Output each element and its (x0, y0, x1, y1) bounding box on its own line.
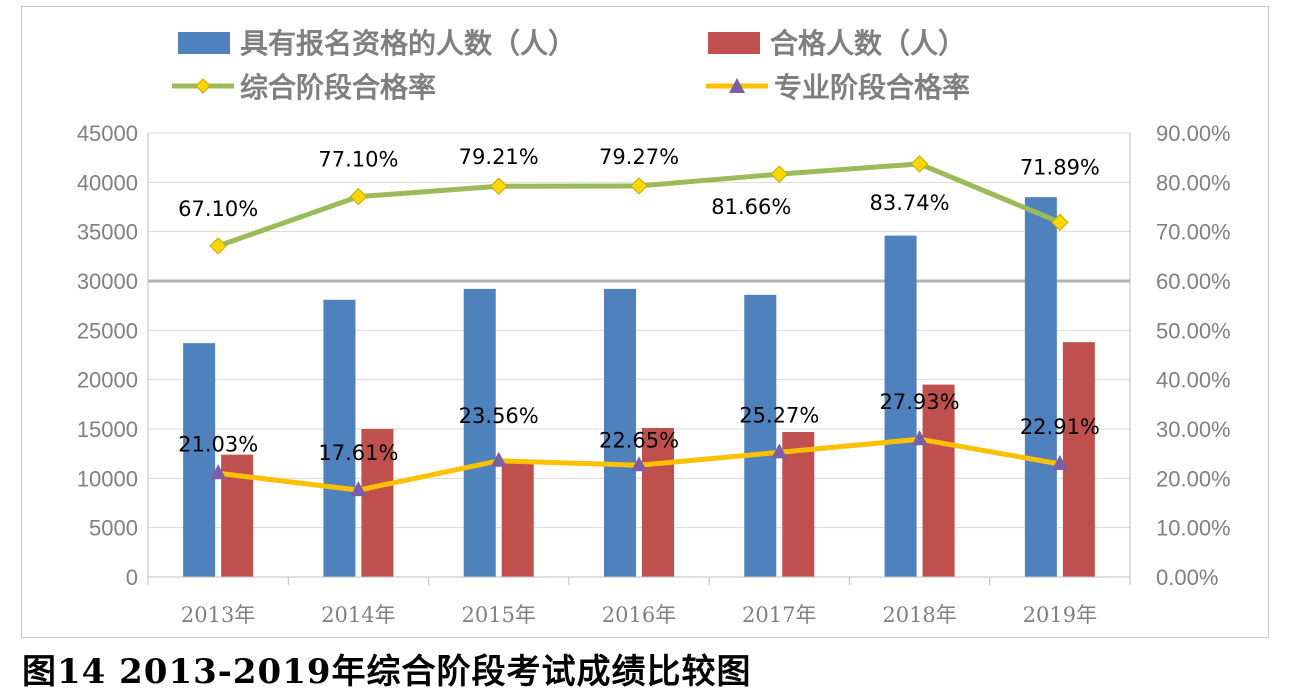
triangle-marker (210, 464, 227, 480)
triangle-marker (771, 443, 788, 459)
y-right-tick-label: 10.00% (1156, 516, 1231, 541)
y-right-tick-label: 0.00% (1156, 565, 1218, 590)
x-tick-label: 2019年 (1023, 603, 1097, 627)
legend-swatch-eligible (178, 32, 230, 54)
bar (884, 235, 917, 577)
data-label: 17.61% (318, 441, 398, 465)
y-left-tick-label: 45000 (77, 121, 138, 146)
bar (642, 428, 674, 577)
bar (922, 384, 955, 577)
data-label: 79.27% (599, 145, 679, 169)
y-left-tick-label: 0 (126, 565, 138, 590)
y-right-tick-label: 20.00% (1156, 466, 1231, 491)
legend-label-passed: 合格人数（人） (770, 27, 966, 60)
x-tick-label: 2016年 (602, 603, 676, 627)
data-label: 83.74% (870, 191, 950, 215)
y-left-tick-label: 15000 (77, 417, 138, 442)
x-tick-label: 2018年 (882, 603, 956, 627)
diamond-marker (910, 155, 929, 173)
diamond-marker (349, 187, 368, 206)
axes (147, 133, 1131, 585)
data-label: 21.03% (178, 432, 258, 456)
triangle-marker (911, 430, 928, 446)
legend-label-professional: 专业阶段合格率 (774, 71, 970, 104)
data-label: 25.27% (739, 403, 819, 427)
y-left-tick-label: 25000 (77, 318, 138, 343)
data-label: 67.10% (178, 197, 258, 221)
y-right-tick-label: 60.00% (1156, 269, 1231, 294)
legend-label-eligible: 具有报名资格的人数（人） (240, 27, 576, 60)
triangle-marker (350, 481, 367, 497)
diamond-marker (770, 165, 788, 183)
y-left-tick-label: 10000 (77, 466, 138, 491)
bar (361, 429, 394, 577)
y-right-tick-label: 40.00% (1156, 368, 1231, 393)
y-left-tick-label: 30000 (77, 269, 138, 294)
bar (463, 288, 496, 577)
y-right-tick-label: 80.00% (1156, 170, 1231, 195)
bar (782, 431, 815, 577)
bar (744, 294, 777, 577)
data-label: 79.21% (459, 145, 539, 169)
diamond-marker (1051, 213, 1069, 232)
bar (323, 299, 356, 577)
data-label: 77.10% (318, 148, 398, 172)
chart-svg: 具有报名资格的人数（人） 合格人数（人） 综合阶段合格率 专业阶段合格率 0 50… (77, 27, 1231, 627)
x-tick-label: 2017年 (742, 603, 816, 627)
data-label: 22.91% (1020, 415, 1100, 439)
legend-marker-comprehensive (195, 78, 211, 94)
y-right-tick-label: 90.00% (1156, 121, 1231, 146)
data-label: 81.66% (711, 195, 791, 219)
legend: 具有报名资格的人数（人） 合格人数（人） 综合阶段合格率 专业阶段合格率 (172, 27, 970, 104)
y-left-tick-label: 40000 (77, 170, 138, 195)
y-left-tick-label: 5000 (89, 516, 138, 541)
labels: 0 5000 10000 15000 20000 25000 30000 35000 40000… (77, 121, 1231, 627)
figure-caption: 图14 2013-2019年综合阶段考试成绩比较图 (22, 652, 752, 692)
y-right-tick-label: 70.00% (1156, 220, 1231, 245)
y-left-tick-label: 20000 (77, 368, 138, 393)
data-label: 27.93% (880, 390, 960, 414)
y-left-tick-label: 35000 (77, 220, 138, 245)
bar (604, 288, 636, 577)
y-right-tick-label: 50.00% (1156, 318, 1231, 343)
bar (501, 460, 534, 577)
bar (183, 343, 216, 577)
diamond-marker (630, 177, 648, 195)
legend-label-comprehensive: 综合阶段合格率 (240, 71, 436, 104)
bar (1024, 197, 1057, 577)
chart-frame: 具有报名资格的人数（人） 合格人数（人） 综合阶段合格率 专业阶段合格率 0 50… (21, 6, 1269, 638)
bar (1062, 342, 1095, 577)
legend-swatch-passed (708, 32, 760, 54)
triangle-marker (1051, 454, 1068, 470)
data-label: 23.56% (459, 404, 539, 428)
data-label: 22.65% (599, 428, 679, 452)
data-label: 71.89% (1020, 155, 1100, 179)
x-tick-label: 2014年 (321, 603, 395, 627)
lines (209, 155, 1069, 497)
x-tick-label: 2015年 (461, 603, 535, 627)
triangle-marker (631, 456, 647, 472)
y-right-tick-label: 30.00% (1156, 417, 1231, 442)
diamond-marker (209, 237, 227, 255)
bars (183, 197, 1095, 577)
diamond-marker (490, 177, 508, 195)
gridlines (148, 132, 1130, 529)
x-tick-label: 2013年 (181, 603, 255, 627)
legend-marker-professional (729, 78, 745, 93)
triangle-marker (490, 451, 507, 467)
